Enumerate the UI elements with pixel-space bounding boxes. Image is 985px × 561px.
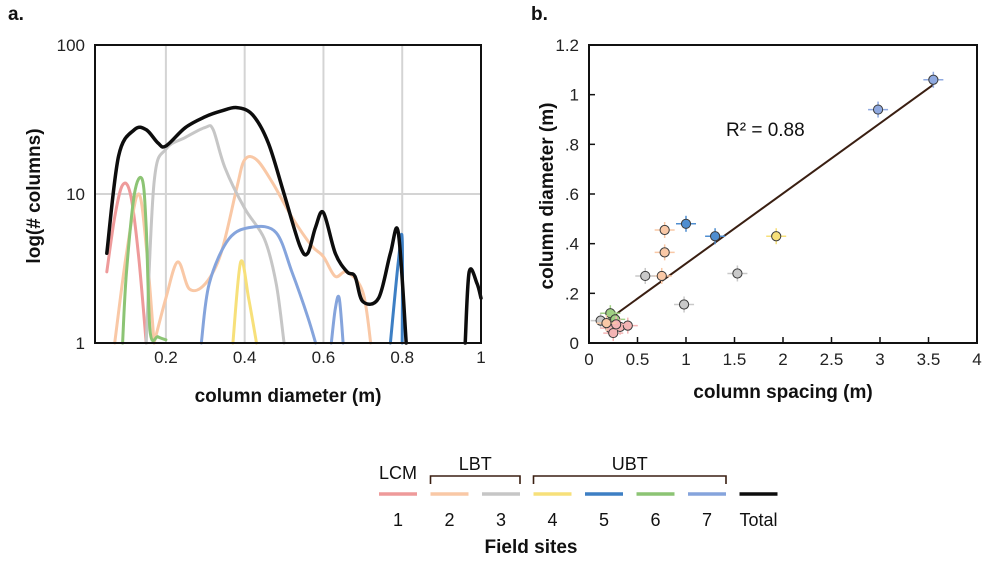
x-tick-label-b-6: 3 bbox=[875, 350, 884, 369]
legend-label: 4 bbox=[547, 510, 557, 530]
y-axis-title-b: column diameter (m) bbox=[537, 103, 558, 290]
legend-group-lcm: LCM bbox=[379, 463, 417, 483]
data-point-site-3 bbox=[727, 265, 748, 282]
series-line-7-segment bbox=[329, 294, 345, 345]
legend-group-lbt: LBT bbox=[429, 454, 521, 484]
plot-frame-a bbox=[94, 44, 482, 344]
series-line-1 bbox=[105, 181, 148, 345]
x-tick-label-b-7: 3.5 bbox=[917, 350, 941, 369]
x-tick-label-a-2: 0.6 bbox=[312, 348, 336, 367]
legend-item-5: 5 bbox=[585, 492, 623, 530]
regression-line bbox=[602, 83, 934, 324]
y-tick-label-b-2: .4 bbox=[565, 235, 579, 254]
marker-circle bbox=[928, 74, 939, 85]
panel-label-a: a. bbox=[8, 4, 24, 25]
y-tick-label-b-5: 1 bbox=[570, 86, 579, 105]
legend-item-6: 6 bbox=[636, 492, 675, 530]
legend-label: Total bbox=[739, 510, 777, 530]
series-line-total bbox=[105, 105, 408, 345]
x-tick-label-b-3: 1.5 bbox=[723, 350, 747, 369]
legend-bracket bbox=[532, 475, 727, 484]
panel-label-b: b. bbox=[531, 4, 548, 25]
data-point-site-4 bbox=[766, 228, 787, 245]
legend-item-total: Total bbox=[739, 492, 778, 530]
marker-circle bbox=[611, 319, 622, 330]
y-tick-label-b-1: .2 bbox=[565, 284, 579, 303]
legend-bracket bbox=[429, 475, 521, 484]
y-tick-label-a-1: 10 bbox=[66, 185, 85, 204]
data-point-site-3 bbox=[635, 267, 656, 284]
marker-circle bbox=[680, 218, 692, 229]
x-tick-label-b-0: 0 bbox=[584, 350, 593, 369]
y-tick-label-b-0: 0 bbox=[570, 334, 579, 353]
marker-circle bbox=[601, 318, 612, 329]
marker-circle bbox=[872, 104, 884, 115]
legend-label: 1 bbox=[393, 510, 403, 530]
data-point-site-5 bbox=[705, 228, 726, 245]
legend-item-2: 2 bbox=[430, 492, 469, 530]
data-point-site-2 bbox=[654, 222, 675, 239]
marker-circle bbox=[640, 270, 651, 282]
x-axis-title-b: column spacing (m) bbox=[693, 382, 872, 403]
marker-circle bbox=[710, 231, 721, 242]
data-point-site-3 bbox=[674, 296, 695, 313]
data-point-site-1 bbox=[617, 317, 638, 334]
marker-circle bbox=[771, 231, 782, 242]
x-tick-label-a-1: 0.4 bbox=[233, 348, 257, 367]
x-axis-title-a: column diameter (m) bbox=[195, 386, 382, 407]
x-tick-label-b-8: 4 bbox=[972, 350, 981, 369]
legend-group-label: UBT bbox=[612, 454, 648, 474]
series-line-total-segment bbox=[463, 267, 483, 345]
x-tick-label-b-5: 2.5 bbox=[820, 350, 844, 369]
legend-item-3: 3 bbox=[482, 492, 520, 530]
marker-circle bbox=[622, 320, 633, 331]
y-tick-label-a-0: 1 bbox=[76, 334, 85, 353]
marker-circle bbox=[656, 270, 667, 282]
x-tick-label-a-4: 1 bbox=[476, 348, 485, 367]
legend-label: 3 bbox=[496, 510, 506, 530]
series-line-3 bbox=[144, 124, 286, 345]
x-tick-label-a-0: 0.2 bbox=[154, 348, 178, 367]
marker-circle bbox=[659, 247, 670, 258]
x-tick-label-b-4: 2 bbox=[778, 350, 787, 369]
x-tick-label-a-3: 0.8 bbox=[390, 348, 414, 367]
series-line-6 bbox=[121, 175, 168, 345]
series-line-4 bbox=[231, 259, 258, 345]
x-tick-label-b-1: 0.5 bbox=[626, 350, 650, 369]
y-tick-label-a-2: 100 bbox=[57, 36, 85, 55]
data-point-site-2 bbox=[596, 315, 617, 332]
marker-circle bbox=[659, 224, 670, 236]
y-tick-label-b-6: 1.2 bbox=[555, 36, 579, 55]
r-squared-annotation: R² = 0.88 bbox=[726, 120, 805, 141]
data-point-site-1 bbox=[606, 316, 627, 333]
legend-group-ubt: UBT bbox=[532, 454, 727, 484]
legend-group-label: LBT bbox=[459, 454, 492, 474]
x-tick-label-b-2: 1 bbox=[681, 350, 690, 369]
legend-item-4: 4 bbox=[533, 492, 572, 530]
y-tick-label-b-4: .8 bbox=[565, 135, 579, 154]
y-tick-label-b-3: .6 bbox=[565, 185, 579, 204]
legend-item-1: 1 bbox=[379, 492, 417, 530]
series-line-2-segment bbox=[152, 155, 373, 345]
series-line-7 bbox=[199, 224, 318, 345]
y-axis-title-a: log(# columns) bbox=[24, 128, 45, 263]
data-point-site-7 bbox=[868, 101, 889, 118]
legend-title: Field sites bbox=[485, 537, 578, 558]
legend-label: 2 bbox=[444, 510, 454, 530]
data-point-site-5 bbox=[676, 215, 696, 232]
legend-label: 5 bbox=[599, 510, 609, 530]
data-point-site-7 bbox=[923, 71, 944, 88]
legend-label: 6 bbox=[650, 510, 660, 530]
legend-item-7: 7 bbox=[688, 492, 726, 530]
legend-group-label: LCM bbox=[379, 463, 417, 483]
data-point-site-2 bbox=[654, 244, 675, 261]
marker-circle bbox=[678, 299, 690, 310]
marker-circle bbox=[732, 268, 743, 279]
legend-label: 7 bbox=[702, 510, 712, 530]
